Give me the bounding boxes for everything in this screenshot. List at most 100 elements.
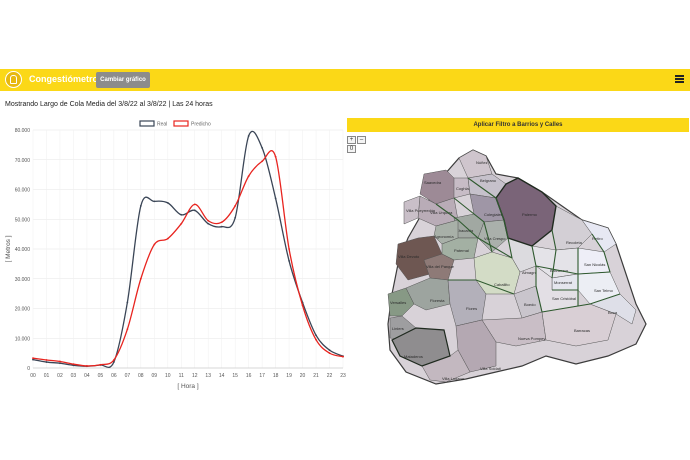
barrio-label: Villa Crespo <box>484 236 506 241</box>
x-axis-label: [ Hora ] <box>177 383 199 390</box>
data-point <box>261 146 264 149</box>
x-tick-label: 05 <box>98 373 104 379</box>
barrio-label: Belgrano <box>480 178 497 183</box>
x-tick-label: 10 <box>165 373 171 379</box>
x-tick-label: 04 <box>84 373 90 379</box>
barrio-label: Agronomía <box>434 234 454 239</box>
navbar: Congestiómetro Cambiar gráfico <box>0 69 690 91</box>
barrio-label: Paternal <box>454 248 469 253</box>
data-point <box>274 197 277 200</box>
zoom-reset-button[interactable]: 0 <box>347 145 356 153</box>
data-point <box>139 204 142 207</box>
data-point <box>86 365 88 367</box>
y-tick-label: 30.000 <box>15 277 31 283</box>
hamburger-menu-icon[interactable] <box>675 75 684 83</box>
barrio-label: Flores <box>466 306 477 311</box>
zoom-out-button[interactable]: – <box>357 136 366 144</box>
main-street-line <box>541 293 621 313</box>
main-street-line <box>435 203 513 259</box>
y-tick-label: 50.000 <box>15 217 31 223</box>
data-point <box>234 216 237 219</box>
data-point <box>126 301 129 304</box>
x-tick-label: 16 <box>246 373 252 379</box>
city-logo-icon[interactable] <box>5 71 22 88</box>
apply-filter-button[interactable]: Aplicar Filtro a Barrios y Calles <box>347 118 689 132</box>
legend-label: Predicho <box>191 122 211 128</box>
data-point <box>180 213 183 216</box>
barrio-label: Barracas <box>574 328 590 333</box>
data-point <box>193 203 196 206</box>
main-street-line <box>448 279 515 295</box>
x-tick-label: 18 <box>273 373 279 379</box>
data-point <box>45 361 48 363</box>
data-point <box>274 155 277 158</box>
chart-subtitle: Mostrando Largo de Cola Media del 3/8/22… <box>5 101 213 108</box>
data-point <box>247 135 250 137</box>
barrio-versalles <box>387 287 415 317</box>
barrio-label: Recoleta <box>566 240 583 245</box>
barrio-villa-pueyrred-n <box>403 195 421 225</box>
barrio-label: Villa del Parque <box>426 264 455 269</box>
x-tick-label: 01 <box>44 373 50 379</box>
barrio-label: Chacarita <box>456 228 474 233</box>
data-point <box>247 175 250 178</box>
data-point <box>288 260 290 262</box>
data-point <box>207 219 210 222</box>
barrio-label: Coghlan <box>456 186 471 191</box>
data-point <box>342 355 344 358</box>
x-tick-label: 12 <box>192 373 198 379</box>
data-point <box>328 349 331 352</box>
x-tick-label: 08 <box>138 373 144 379</box>
barrio-label: Villa Soldati <box>480 366 501 371</box>
barrio-label: Villa Pueyrredón <box>406 208 435 213</box>
y-tick-label: 40.000 <box>15 247 31 253</box>
barrio-label: Colegiales <box>484 212 503 217</box>
data-point <box>166 237 169 240</box>
data-point <box>99 363 102 366</box>
barrio-label: Boedo <box>524 302 536 307</box>
barrio-label: Villa Devoto <box>398 254 420 259</box>
barrio-label: Núñez <box>476 160 488 165</box>
data-point <box>328 352 331 355</box>
zoom-in-button[interactable]: + <box>347 136 356 144</box>
x-tick-label: 06 <box>111 373 117 379</box>
y-tick-label: 10.000 <box>15 336 31 342</box>
x-tick-label: 13 <box>205 373 211 379</box>
y-tick-label: 60.000 <box>15 188 31 194</box>
data-point <box>301 304 304 307</box>
barrios-map[interactable]: Saavedra Núñez Coghlan Belgrano Villa Urquiz… <box>346 134 690 394</box>
barrio-label: San Nicolás <box>584 262 605 267</box>
data-point <box>207 222 210 225</box>
data-point <box>220 221 223 224</box>
main-street-line <box>453 197 493 253</box>
y-tick-label: 70.000 <box>15 158 31 164</box>
main-street-line <box>531 245 543 313</box>
line-chart: 0 10.000 20.000 30.000 40.000 50.000 60.000 70.… <box>5 120 346 390</box>
mataderos-highlight <box>391 327 451 367</box>
legend-label: Real <box>157 122 167 128</box>
data-point <box>153 200 156 203</box>
barrio-label: Retiro <box>592 236 603 241</box>
x-tick-label: 23 <box>340 373 346 379</box>
data-point <box>139 277 142 280</box>
barrio-label: Villa Urquiza <box>430 210 453 215</box>
barrio-label: Boca <box>608 310 618 315</box>
data-point <box>288 248 290 250</box>
data-point <box>315 338 317 341</box>
legend-swatch <box>139 120 155 127</box>
x-tick-label: 02 <box>57 373 63 379</box>
x-tick-label: 22 <box>327 373 333 379</box>
data-point <box>45 359 48 361</box>
series-line-real <box>32 130 344 369</box>
data-point <box>315 334 317 337</box>
data-point <box>180 222 183 225</box>
y-axis-label: [ Metros ] <box>5 235 12 262</box>
barrio-label: Palermo <box>522 212 538 217</box>
barrio-label: Saavedra <box>424 180 442 185</box>
brand-title[interactable]: Congestiómetro <box>29 74 99 84</box>
change-chart-button[interactable]: Cambiar gráfico <box>96 72 150 88</box>
data-point <box>59 360 61 363</box>
barrio-label: Nueva Pompeya <box>518 336 548 341</box>
x-tick-label: 15 <box>232 373 238 379</box>
x-tick-label: 00 <box>30 373 36 379</box>
